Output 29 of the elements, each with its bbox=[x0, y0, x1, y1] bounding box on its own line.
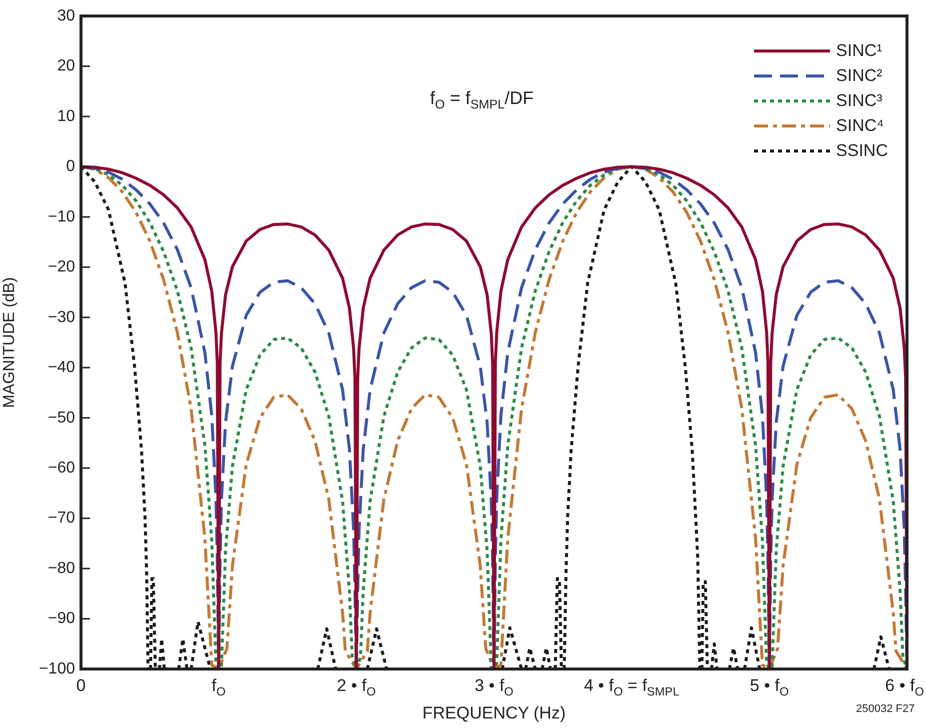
y-tick-label: −80 bbox=[48, 560, 76, 577]
y-tick-label: −10 bbox=[48, 208, 76, 226]
y-tick-label: −100 bbox=[38, 660, 76, 678]
x-tick-label: 5 • f$_{O}$ bbox=[750, 676, 789, 698]
legend-label: SINC⁴ bbox=[836, 116, 884, 136]
text: 250032 F27 bbox=[856, 703, 915, 715]
x-tick-label: 4 • f$_{O}$ = f$_{SMPL}$ bbox=[584, 676, 680, 698]
x-axis-title: FREQUENCY (Hz) bbox=[422, 703, 566, 722]
y-tick-label: 0 bbox=[66, 158, 76, 176]
x-tick-label: 2 • f$_{O}$ bbox=[336, 676, 376, 698]
y-tick-label: 10 bbox=[57, 108, 76, 125]
x-tick-label: f$_{O}$ bbox=[212, 676, 226, 698]
legend-label: SINC¹ bbox=[836, 40, 882, 60]
y-tick-label: −20 bbox=[48, 258, 76, 276]
annotation: f$_{O}$ = f$_{SMPL}$/DF bbox=[430, 88, 534, 112]
legend-label: SINC³ bbox=[836, 90, 882, 110]
legend-label: SINC² bbox=[836, 66, 882, 86]
y-axis-title: MAGNITUDE (dB) bbox=[1, 277, 18, 408]
y-tick-label: 30 bbox=[57, 7, 76, 24]
y-tick-label: −30 bbox=[48, 308, 76, 326]
y-tick-label: −70 bbox=[48, 510, 76, 527]
x-tick-label: 6 • f$_{O}$ bbox=[885, 676, 924, 698]
y-tick-label: −60 bbox=[48, 459, 76, 476]
y-tick-label: −50 bbox=[48, 409, 76, 426]
x-tick-label: 3 • f$_{O}$ bbox=[474, 676, 514, 698]
legend-label: SSINC bbox=[836, 140, 888, 160]
y-tick-label: −40 bbox=[48, 359, 76, 376]
y-tick-label: −90 bbox=[48, 610, 76, 628]
y-tick-label: 20 bbox=[57, 58, 76, 75]
